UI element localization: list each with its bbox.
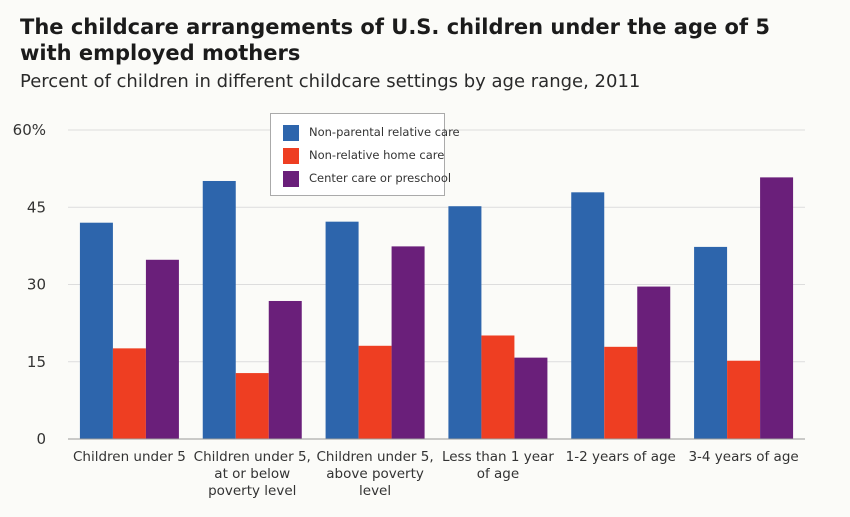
y-tick-label: 30: [27, 276, 46, 294]
bar-center: [760, 177, 794, 439]
bar-relative: [571, 192, 605, 439]
bar-relative: [202, 180, 236, 440]
legend-item-center: Center care or preschool: [283, 169, 451, 189]
chart-subtitle: Percent of children in different childca…: [20, 71, 641, 92]
bar-center: [145, 259, 179, 439]
legend-item-home: Non-relative home care: [283, 146, 445, 166]
bar-relative: [325, 221, 359, 439]
legend-swatch-center: [283, 171, 299, 187]
bar-center: [637, 286, 671, 439]
y-tick-label: 0: [36, 430, 46, 448]
x-tick-label: Children under 5, above poverty level: [316, 449, 433, 499]
bar-home: [235, 373, 269, 439]
legend: Non-parental relative care Non-relative …: [270, 113, 460, 196]
bars: [79, 177, 794, 440]
x-tick-label: 3-4 years of age: [688, 449, 798, 465]
x-tick-label: Less than 1 year of age: [442, 449, 554, 482]
legend-swatch-home: [283, 148, 299, 164]
bar-center: [514, 357, 548, 439]
legend-item-relative: Non-parental relative care: [283, 123, 460, 143]
bar-home: [481, 335, 515, 439]
x-tick-label: Children under 5: [73, 449, 186, 465]
x-axis: Children under 5 Children under 5, at or b…: [68, 438, 805, 499]
x-tick-label: 1-2 years of age: [566, 449, 676, 465]
bar-home: [727, 360, 761, 439]
legend-label-relative: Non-parental relative care: [309, 125, 460, 139]
legend-swatch-relative: [283, 125, 299, 141]
x-tick-label: Children under 5, at or below poverty leve…: [194, 449, 311, 499]
bar-home: [112, 348, 146, 439]
legend-label-home: Non-relative home care: [309, 148, 445, 162]
chart-title: The childcare arrangements of U.S. child…: [20, 15, 771, 65]
y-tick-label: 15: [27, 353, 46, 371]
bar-center: [268, 300, 302, 439]
bar-home: [604, 346, 638, 439]
y-axis: 0 15 30 45 60%: [13, 121, 46, 448]
y-tick-label: 60%: [13, 121, 46, 139]
bar-center: [391, 246, 425, 439]
bar-relative: [79, 222, 113, 439]
bar-relative: [694, 246, 728, 439]
bar-relative: [448, 206, 482, 439]
bar-home: [358, 345, 392, 439]
legend-label-center: Center care or preschool: [309, 171, 452, 185]
y-tick-label: 45: [27, 198, 46, 216]
